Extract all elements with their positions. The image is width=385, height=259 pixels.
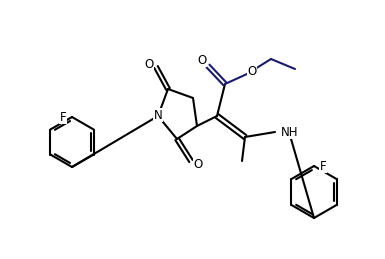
Text: F: F xyxy=(320,160,326,172)
Text: O: O xyxy=(144,57,154,70)
Text: NH: NH xyxy=(281,126,298,139)
Text: O: O xyxy=(193,157,203,170)
Text: N: N xyxy=(154,109,162,121)
Text: F: F xyxy=(60,111,66,124)
Text: O: O xyxy=(198,54,207,67)
Text: O: O xyxy=(248,64,257,77)
